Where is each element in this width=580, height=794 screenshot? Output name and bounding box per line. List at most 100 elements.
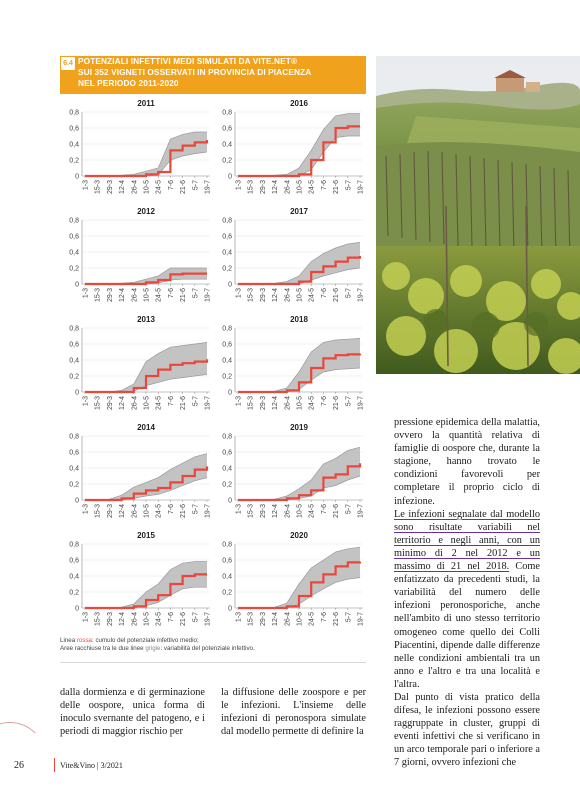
legend-line-2: Aree racchiuse tra le due linee grigie: … xyxy=(60,645,255,652)
column-3-paragraph-3: Dal punto di vista pratico della difesa,… xyxy=(394,691,540,769)
chart-title: 2014 xyxy=(137,423,155,432)
x-tick-label: 12-4 xyxy=(119,396,126,410)
figure-title-line-3: NEL PERIODO 2011-2020 xyxy=(78,77,179,88)
chart-title: 2016 xyxy=(290,99,308,108)
x-tick-label: 12-4 xyxy=(272,288,279,302)
x-tick-label: 7-6 xyxy=(168,504,175,514)
chart-2013: 2013 0,8 0,6 0,4 0,2 0 1-3 15-3 29-3 12-4 26-4 10-5… xyxy=(69,315,211,410)
decorative-arc xyxy=(0,722,46,794)
x-tick-label: 29-3 xyxy=(260,180,267,194)
x-tick-label: 7-6 xyxy=(321,288,328,298)
x-tick-label: 19-7 xyxy=(205,288,212,302)
x-tick-label: 15-3 xyxy=(95,180,102,194)
y-tick-label: 0,2 xyxy=(69,590,79,597)
x-tick-label: 24-5 xyxy=(309,180,316,194)
figure-title-line-1: POTENZIALI INFETTIVI MEDI SIMULATI DA VI… xyxy=(78,56,298,66)
x-tick-label: 10-5 xyxy=(144,612,151,626)
mean-line xyxy=(238,353,362,394)
x-tick-label: 15-3 xyxy=(248,180,255,194)
x-tick-label: 1-3 xyxy=(236,288,243,298)
x-tick-label: 15-3 xyxy=(248,504,255,518)
y-tick-label: 0,4 xyxy=(69,142,79,149)
chart-2012: 2012 0,8 0,6 0,4 0,2 0 1-3 15-3 29-3 12-4 26-4 10-5… xyxy=(69,207,211,302)
x-tick-label: 10-5 xyxy=(144,288,151,302)
x-tick-label: 10-5 xyxy=(297,504,304,518)
x-tick-label: 1-3 xyxy=(236,612,243,622)
x-tick-label: 26-4 xyxy=(131,288,138,302)
x-tick-label: 19-7 xyxy=(358,612,365,626)
x-tick-label: 15-3 xyxy=(95,396,102,410)
x-tick-label: 5-7 xyxy=(345,180,352,190)
y-tick-label: 0,6 xyxy=(69,234,79,241)
y-tick-label: 0,2 xyxy=(69,374,79,381)
x-tick-label: 7-6 xyxy=(321,396,328,406)
x-tick-label: 24-5 xyxy=(156,612,163,626)
mean-line xyxy=(85,573,207,610)
x-tick-label: 24-5 xyxy=(156,288,163,302)
x-tick-label: 10-5 xyxy=(297,180,304,194)
x-tick-label: 21-6 xyxy=(180,396,187,410)
y-tick-label: 0,4 xyxy=(222,466,232,473)
x-tick-label: 5-7 xyxy=(192,180,199,190)
x-tick-label: 21-6 xyxy=(333,288,340,302)
x-tick-label: 12-4 xyxy=(119,180,126,194)
page-number: 26 xyxy=(14,760,24,771)
y-tick-label: 0,4 xyxy=(69,250,79,257)
y-tick-label: 0,2 xyxy=(69,266,79,273)
y-tick-label: 0,6 xyxy=(69,126,79,133)
y-tick-label: 0 xyxy=(75,390,79,397)
x-tick-label: 26-4 xyxy=(131,504,138,518)
chart-title: 2020 xyxy=(290,531,308,540)
x-tick-label: 29-3 xyxy=(107,612,114,626)
variability-band xyxy=(85,561,207,608)
x-tick-label: 10-5 xyxy=(144,504,151,518)
x-tick-label: 5-7 xyxy=(192,288,199,298)
x-tick-label: 1-3 xyxy=(83,612,90,622)
x-tick-label: 29-3 xyxy=(107,504,114,518)
x-tick-label: 19-7 xyxy=(205,504,212,518)
y-tick-label: 0,6 xyxy=(69,450,79,457)
figure-title: POTENZIALI INFETTIVI MEDI SIMULATI DA VI… xyxy=(78,56,364,88)
chart-title: 2011 xyxy=(137,99,155,108)
x-tick-label: 5-7 xyxy=(192,504,199,514)
x-tick-label: 10-5 xyxy=(297,288,304,302)
mean-line xyxy=(85,140,209,178)
x-tick-label: 10-5 xyxy=(144,180,151,194)
x-tick-label: 26-4 xyxy=(131,180,138,194)
column-3-paragraph-1: pressione epidemica della malattia, ovve… xyxy=(394,417,540,507)
x-tick-label: 26-4 xyxy=(284,504,291,518)
variability-band xyxy=(238,242,360,284)
y-tick-label: 0,4 xyxy=(222,358,232,365)
figure-header xyxy=(60,56,366,94)
x-tick-label: 1-3 xyxy=(83,180,90,190)
y-tick-label: 0 xyxy=(75,498,79,505)
y-tick-label: 0 xyxy=(75,282,79,289)
y-tick-label: 0,4 xyxy=(69,466,79,473)
y-tick-label: 0 xyxy=(228,282,232,289)
chart-2015: 2015 0,8 0,6 0,4 0,2 0 1-3 15-3 29-3 12-4 26-4 10-5… xyxy=(69,531,211,626)
y-tick-label: 0,4 xyxy=(222,574,232,581)
y-tick-label: 0 xyxy=(75,174,79,181)
chart-2014: 2014 0,8 0,6 0,4 0,2 0 1-3 15-3 29-3 12-4 26-4 10-5… xyxy=(69,423,211,518)
x-tick-label: 26-4 xyxy=(284,288,291,302)
y-tick-label: 0,2 xyxy=(222,374,232,381)
x-tick-label: 10-5 xyxy=(297,612,304,626)
x-tick-label: 15-3 xyxy=(95,612,102,626)
mean-line xyxy=(85,359,209,394)
y-tick-label: 0,8 xyxy=(69,110,79,117)
y-tick-label: 0 xyxy=(228,174,232,181)
x-tick-label: 1-3 xyxy=(236,396,243,406)
y-tick-label: 0,8 xyxy=(69,434,79,441)
x-tick-label: 19-7 xyxy=(358,180,365,194)
x-tick-label: 24-5 xyxy=(156,180,163,194)
y-tick-label: 0,8 xyxy=(222,434,232,441)
x-tick-label: 7-6 xyxy=(168,612,175,622)
x-tick-label: 12-4 xyxy=(119,612,126,626)
legend-line-1: Linea rossa: cumulo del potenziale infet… xyxy=(60,637,199,644)
x-tick-label: 29-3 xyxy=(260,396,267,410)
y-tick-label: 0,8 xyxy=(222,110,232,117)
x-tick-label: 21-6 xyxy=(333,180,340,194)
chart-title: 2012 xyxy=(137,207,155,216)
x-tick-label: 29-3 xyxy=(260,612,267,626)
x-tick-label: 24-5 xyxy=(309,288,316,302)
